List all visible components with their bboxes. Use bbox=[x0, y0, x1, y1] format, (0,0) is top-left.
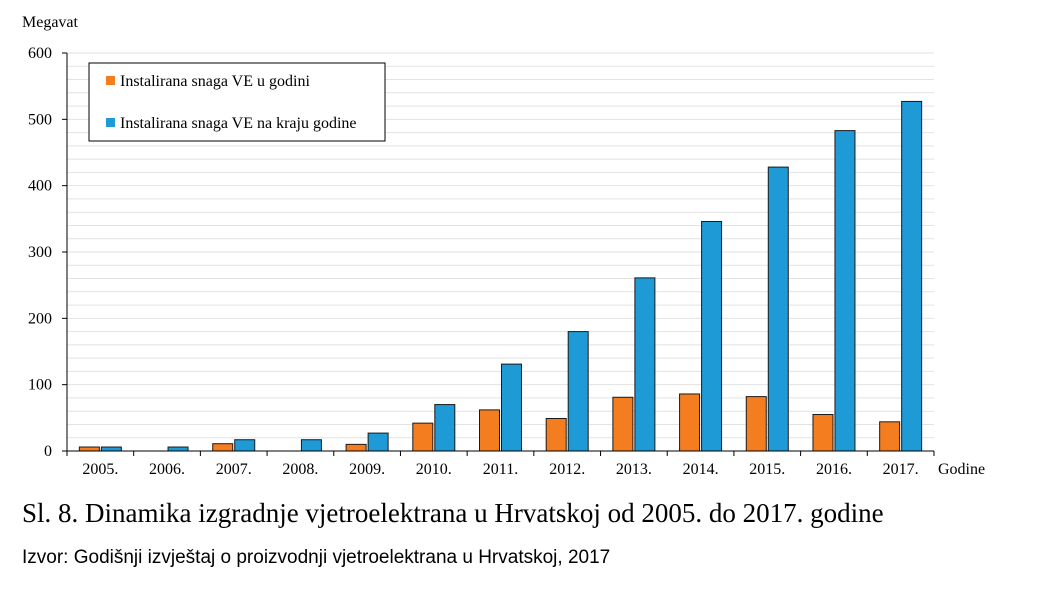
bar-chart: 0 100 200 300 400 500 600 2005. 2006. 2007. 2008.… bbox=[22, 14, 985, 478]
bar-annual bbox=[479, 409, 500, 452]
figure-source: Izvor: Godišnji izvještaj o proizvodnji … bbox=[22, 547, 611, 568]
legend-label-annual: Instalirana snaga VE u godini bbox=[120, 73, 310, 90]
x-tick-label: 2012. bbox=[549, 461, 585, 478]
y-tick-label: 300 bbox=[28, 244, 52, 261]
y-tick-label: 100 bbox=[28, 377, 52, 394]
bar-cumulative bbox=[367, 432, 389, 452]
bar-annual bbox=[78, 446, 100, 452]
y-tick-label: 0 bbox=[44, 443, 52, 460]
grid-lines bbox=[67, 52, 934, 439]
bar-cumulative bbox=[634, 277, 656, 452]
y-axis-label: Megavat bbox=[22, 14, 79, 31]
bar-cumulative bbox=[501, 363, 522, 452]
x-tick-label: 2010. bbox=[416, 461, 452, 478]
bar-cumulative bbox=[834, 130, 856, 452]
bar-cumulative bbox=[567, 331, 589, 452]
x-tick-label: 2017. bbox=[883, 461, 919, 478]
bar-cumulative bbox=[167, 446, 189, 452]
y-tick-label: 400 bbox=[28, 178, 52, 195]
legend-label-cumulative: Instalirana snaga VE na kraju godine bbox=[120, 115, 357, 132]
axes bbox=[62, 52, 935, 456]
x-tick-label: 2007. bbox=[216, 461, 252, 478]
x-tick-label: 2016. bbox=[816, 461, 852, 478]
bar-cumulative bbox=[434, 404, 456, 452]
bars bbox=[78, 100, 923, 452]
bar-cumulative bbox=[901, 100, 923, 452]
legend-swatch-annual bbox=[106, 76, 115, 85]
bar-annual bbox=[679, 393, 701, 452]
bar-annual bbox=[212, 443, 234, 452]
y-tick-label: 200 bbox=[28, 310, 52, 327]
x-tick-label: 2015. bbox=[749, 461, 785, 478]
legend: Instalirana snaga VE u godini Instaliran… bbox=[88, 62, 386, 142]
y-tick-labels: 0 100 200 300 400 500 600 bbox=[28, 45, 52, 460]
x-tick-label: 2013. bbox=[616, 461, 652, 478]
x-tick-label: 2008. bbox=[282, 461, 318, 478]
bar-cumulative bbox=[234, 439, 256, 452]
y-tick-label: 600 bbox=[28, 45, 52, 62]
x-tick-label: 2014. bbox=[683, 461, 719, 478]
bar-annual bbox=[879, 421, 901, 452]
bar-annual bbox=[745, 396, 767, 452]
x-tick-label: 2009. bbox=[349, 461, 385, 478]
legend-box bbox=[88, 62, 386, 142]
bar-annual bbox=[612, 396, 634, 452]
y-tick-label: 500 bbox=[28, 111, 52, 128]
bar-annual bbox=[412, 422, 434, 452]
x-tick-labels: 2005. 2006. 2007. 2008. 2009. 2010. 2011. 2012.… bbox=[82, 461, 918, 478]
x-tick-label: 2005. bbox=[82, 461, 118, 478]
x-tick-label: 2011. bbox=[483, 461, 518, 478]
bar-cumulative bbox=[767, 166, 789, 452]
bar-cumulative bbox=[701, 220, 723, 452]
bar-annual bbox=[345, 443, 367, 452]
bar-cumulative bbox=[300, 439, 322, 452]
legend-swatch-cumulative bbox=[106, 118, 115, 127]
bar-annual bbox=[812, 414, 834, 452]
bar-annual bbox=[545, 417, 567, 452]
figure-caption: Sl. 8. Dinamika izgradnje vjetroelektran… bbox=[22, 498, 884, 528]
x-tick-label: 2006. bbox=[149, 461, 185, 478]
bar-cumulative bbox=[100, 446, 122, 452]
x-axis-label: Godine bbox=[938, 461, 985, 478]
